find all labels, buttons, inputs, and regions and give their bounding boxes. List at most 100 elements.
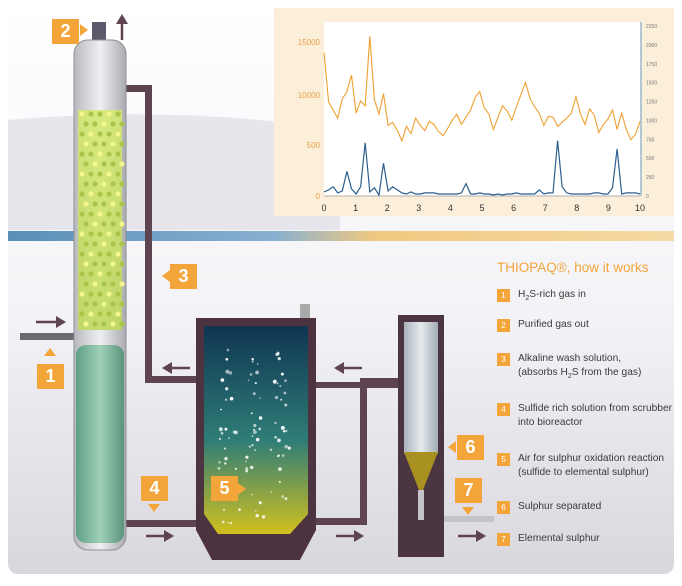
packing-element [101, 301, 107, 307]
pointer-6 [448, 441, 456, 453]
bubble [258, 427, 262, 431]
x-tick-label: 1 [353, 203, 358, 213]
packing-element [106, 311, 112, 317]
packing-element [88, 251, 94, 257]
packing-element [106, 151, 112, 157]
packing-element [97, 291, 103, 297]
packing-element [106, 271, 112, 277]
legend-number: 6 [497, 501, 510, 514]
packing-element [79, 311, 85, 317]
packing-element [88, 171, 94, 177]
packing-element [110, 221, 116, 227]
x-tick-label: 3 [416, 203, 421, 213]
packing-element [110, 321, 116, 327]
packing-element [88, 131, 94, 137]
packing-element [115, 311, 121, 317]
bubble [278, 480, 281, 483]
arrow-left-icon [334, 362, 362, 374]
legend-text: Air for sulphur oxidation reaction (sulf… [518, 453, 665, 478]
packing-element [119, 201, 125, 207]
pointer-5 [238, 483, 246, 495]
pipe-wash-down [145, 85, 152, 382]
bubble [245, 469, 249, 473]
packing-element [92, 321, 98, 327]
bubble [274, 421, 277, 425]
x-tick-label: 0 [321, 203, 326, 213]
bioreactor [196, 304, 316, 560]
packing-element [88, 311, 94, 317]
packing-element [115, 131, 121, 137]
packing-element [110, 141, 116, 147]
legend-number: 7 [497, 533, 510, 546]
packing-element [119, 321, 125, 327]
packing-element [106, 191, 112, 197]
right-axis-ticks: 2250 2000 1750 1500 1250 1000 750 500 250 0 [646, 24, 657, 200]
packing-element [110, 281, 116, 287]
x-tick-label: 5 [479, 203, 484, 213]
bubble [272, 379, 277, 384]
packing-element [79, 251, 85, 257]
bubble [248, 445, 252, 448]
legend-number: 3 [497, 353, 510, 366]
packing-element [110, 181, 116, 187]
packing-element [101, 181, 107, 187]
bubble [250, 412, 253, 415]
packing-element [88, 291, 94, 297]
bubble [284, 497, 288, 501]
pointer-2 [80, 24, 88, 36]
legend-item-5: 5 Air for sulphur oxidation reaction (su… [497, 452, 682, 480]
left-tick-label: 0 [316, 192, 321, 201]
packing-element [79, 231, 85, 237]
x-tick-label: 4 [448, 203, 453, 213]
legend-item-4: 4 Sulfide rich solution from scrubber in… [497, 402, 682, 430]
packing-element [106, 111, 112, 117]
arrow-up-icon [116, 14, 128, 40]
packing-element [101, 321, 107, 327]
legend-text: Purified gas out [518, 319, 589, 330]
bubble [220, 378, 225, 382]
packing-element [83, 121, 89, 127]
packing-element [92, 161, 98, 167]
bubble [253, 423, 257, 428]
bubble [225, 357, 229, 361]
bubble [229, 521, 233, 525]
packing-element [83, 321, 89, 327]
packing-element [79, 111, 85, 117]
pointer-1 [44, 348, 56, 356]
bubble [254, 449, 257, 452]
bubble [278, 467, 282, 472]
packing-element [97, 231, 103, 237]
bubble [277, 454, 280, 457]
packing-element [97, 251, 103, 257]
bubble [218, 427, 223, 432]
bubble [220, 408, 222, 411]
bubble [251, 360, 254, 363]
x-tick-label: 6 [511, 203, 516, 213]
legend-item-6: 6 Sulphur separated [497, 500, 682, 514]
bubble [280, 398, 283, 401]
bubble [224, 398, 228, 401]
packing-element [106, 171, 112, 177]
packing-element [79, 131, 85, 137]
packing-element [106, 131, 112, 137]
packing-element [101, 121, 107, 127]
bubble [282, 430, 286, 433]
bubble [254, 510, 257, 512]
packing-element [83, 261, 89, 267]
packing-element [88, 211, 94, 217]
bubble [227, 521, 230, 524]
packing-element [101, 141, 107, 147]
packing-element [83, 161, 89, 167]
packing-element [110, 201, 116, 207]
right-tick-label: 1250 [646, 100, 657, 106]
bubble [277, 438, 281, 443]
bubble [284, 444, 289, 449]
arrow-right-icon [146, 530, 174, 542]
pipe-wash-in [145, 376, 197, 383]
badge-7: 7 [455, 478, 482, 503]
packing-element [97, 311, 103, 317]
bubble [253, 428, 256, 431]
horizon-stripe [8, 231, 674, 241]
column-liquid [76, 345, 124, 543]
